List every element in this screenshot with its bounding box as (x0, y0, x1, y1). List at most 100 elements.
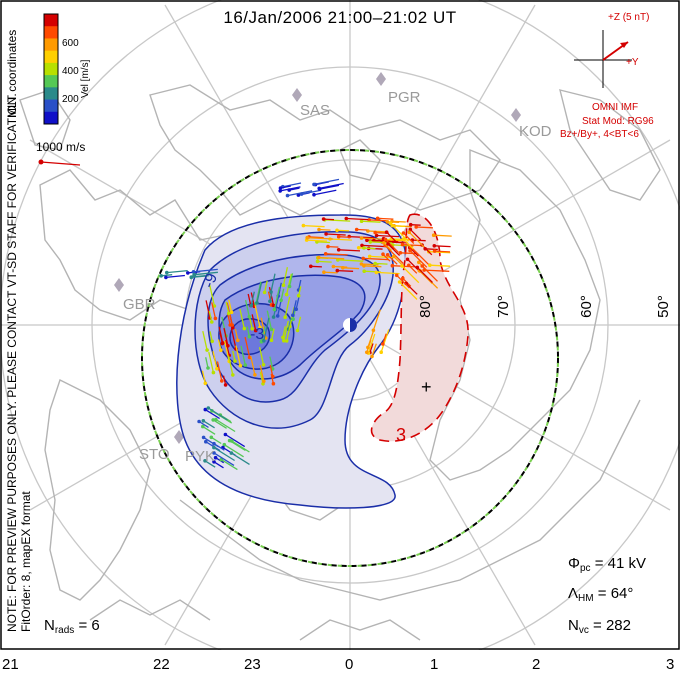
colorbar-swatch (44, 50, 58, 64)
velocity-vector (434, 250, 451, 253)
plot-frame (0, 0, 680, 650)
latitude-label-50: 50° (654, 295, 672, 318)
radar-count: Nrads = 6 (44, 617, 100, 636)
velocity-vector (296, 316, 302, 331)
velocity-vector (323, 271, 338, 274)
velocity-vector (204, 409, 220, 420)
velocity-vector (210, 436, 222, 445)
vector-origin (271, 303, 276, 308)
velocity-vector (286, 319, 293, 342)
velocity-vector (416, 226, 433, 229)
velocity-vector (282, 326, 286, 338)
velocity-vector (251, 314, 257, 331)
vector-origin (243, 363, 248, 367)
velocity-vector (313, 189, 337, 196)
velocity-vector (256, 283, 262, 303)
colorbar-tick-600: 600 (62, 38, 79, 49)
velocity-vector (338, 236, 352, 239)
velocity-vector (209, 331, 213, 342)
velocity-vector (282, 267, 289, 286)
vector-origin (220, 341, 225, 346)
cross-polar-potential: Φpc = 41 kV (568, 555, 646, 574)
velocity-vector (337, 269, 354, 272)
velocity-vector (387, 254, 398, 265)
velocity-vector (193, 268, 218, 273)
vector-origin (284, 339, 289, 343)
scale-vector-label: 1000 m/s (36, 140, 86, 154)
station-gbr: GBR (123, 296, 156, 313)
colorbar-label: Vel [m/s] (80, 59, 91, 98)
velocity-vector (201, 370, 206, 384)
velocity-vector (202, 426, 216, 435)
vector-origin (165, 270, 169, 275)
velocity-vector (319, 182, 344, 190)
velocity-vector (424, 269, 450, 272)
vector-origin (269, 290, 273, 294)
velocity-vector (323, 218, 335, 221)
velocity-vector (194, 271, 218, 276)
latitude-label-70: 70° (494, 295, 512, 318)
velocity-vector (342, 267, 360, 270)
colorbar-tick-400: 400 (62, 66, 79, 77)
velocity-vector (254, 304, 261, 328)
velocity-vector (386, 231, 398, 244)
velocity-vector (405, 282, 418, 295)
velocity-vector (213, 443, 225, 451)
velocity-vector (361, 244, 387, 248)
velocity-vector (325, 253, 348, 256)
velocity-vector (333, 265, 348, 268)
velocity-vector (228, 299, 233, 313)
mlt-label-21: 21 (2, 656, 19, 673)
velocity-vector (225, 339, 230, 356)
vector-origin (164, 275, 168, 280)
velocity-vector (306, 239, 328, 242)
velocity-vector (250, 291, 255, 306)
velocity-vector (371, 343, 377, 357)
vector-origin (269, 327, 274, 332)
velocity-vector (318, 228, 331, 231)
velocity-vector (217, 339, 222, 351)
velocity-vector (396, 274, 410, 289)
velocity-vector (324, 219, 351, 222)
velocity-vector (269, 356, 274, 370)
mlt-label-2: 2 (532, 656, 541, 673)
velocity-vector (280, 288, 285, 301)
velocity-vector (401, 265, 420, 284)
velocity-vector (403, 238, 414, 250)
potential-max-marker: + (421, 377, 432, 397)
vector-origin (220, 379, 224, 383)
station-sas: SAS (300, 102, 331, 119)
velocity-vector (318, 256, 345, 260)
velocity-vector (408, 264, 418, 274)
velocity-vector (207, 407, 228, 421)
velocity-vector (223, 327, 229, 346)
velocity-vector (372, 309, 381, 331)
velocity-vector (240, 345, 246, 366)
velocity-vector (382, 253, 391, 262)
velocity-vector (280, 185, 291, 189)
stat-model: Stat Mod: RG96 (582, 116, 654, 127)
velocity-vector (202, 330, 208, 351)
velocity-vector (367, 230, 387, 233)
velocity-vector (280, 186, 301, 192)
vector-origin (205, 348, 209, 352)
velocity-vector (434, 245, 451, 248)
velocity-vector (369, 343, 374, 353)
station-pgr: PGR (388, 89, 421, 106)
velocity-vector (330, 238, 352, 241)
velocity-vector (205, 357, 209, 369)
mlt-label-0: 0 (345, 656, 354, 673)
velocity-vector (385, 238, 399, 253)
velocity-vector (292, 300, 297, 316)
imf-bz-label: +Z (5 nT) (608, 12, 650, 23)
velocity-vector (392, 224, 405, 227)
velocity-vector (307, 237, 334, 240)
velocity-vector (425, 248, 438, 251)
colorbar-swatch (44, 87, 58, 101)
fit-order-label: FitOrder: 8, mapEX format (19, 491, 33, 632)
velocity-vector (308, 236, 324, 239)
velocity-vector (327, 245, 339, 248)
velocity-vector (361, 220, 381, 223)
imf-condition: Bz+/By+, 4<BT<6 (560, 129, 639, 140)
